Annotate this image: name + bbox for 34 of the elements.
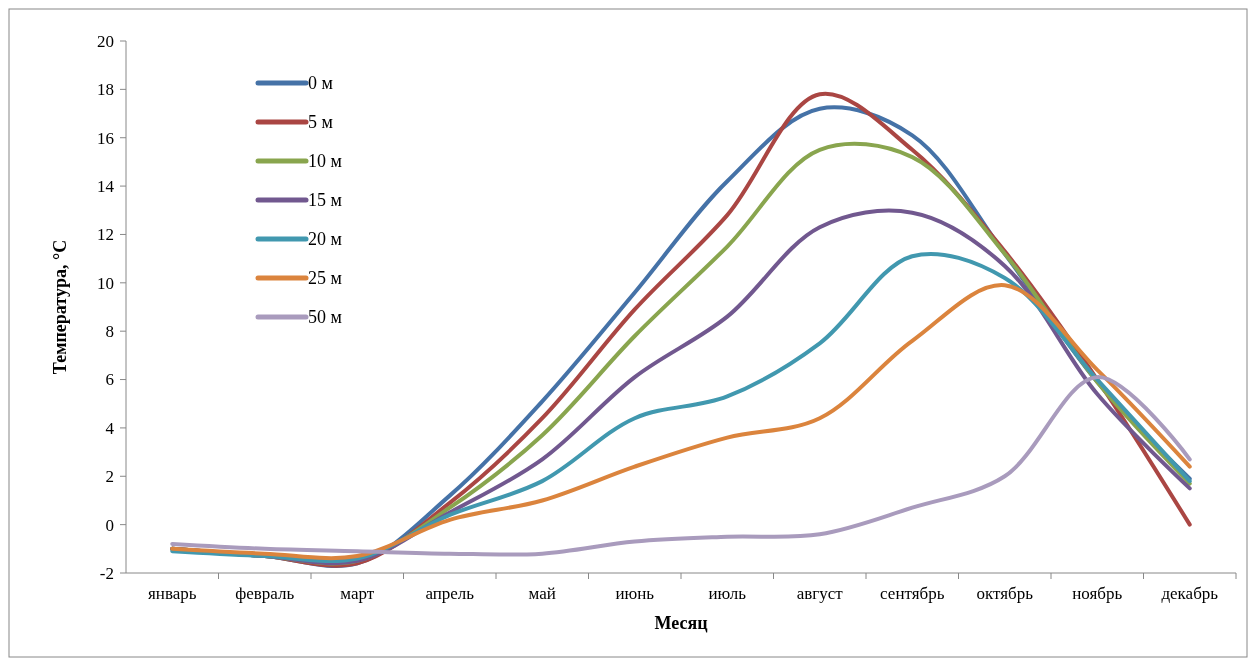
x-tick-label: октябрь — [976, 584, 1034, 603]
x-tick-label: декабрь — [1161, 584, 1219, 603]
y-tick-label: 16 — [97, 128, 114, 148]
legend-label: 0 м — [308, 73, 333, 94]
y-axis-title: Температура, °С — [50, 239, 70, 375]
x-tick-label: июнь — [615, 584, 655, 603]
y-tick-label: 14 — [97, 177, 115, 197]
x-axis-title: Месяц — [654, 613, 709, 633]
x-tick-label: июль — [708, 584, 747, 603]
y-tick-label: 0 — [105, 515, 114, 535]
legend-label: 10 м — [308, 151, 342, 172]
y-tick-label: -2 — [99, 563, 114, 583]
x-tick-label: сентябрь — [880, 584, 945, 603]
legend-label: 15 м — [308, 190, 342, 211]
y-tick-label: 12 — [97, 225, 114, 245]
y-tick-label: 6 — [105, 370, 114, 390]
y-tick-label: 18 — [97, 80, 114, 100]
x-tick-label: февраль — [235, 584, 295, 603]
y-tick-label: 4 — [105, 418, 115, 438]
legend-label: 50 м — [308, 307, 342, 328]
y-tick-label: 10 — [97, 273, 114, 293]
x-tick-label: август — [796, 584, 844, 603]
x-tick-label: апрель — [425, 584, 475, 603]
y-tick-label: 2 — [105, 467, 114, 487]
y-tick-label: 8 — [105, 322, 114, 342]
y-tick-label: 20 — [97, 31, 114, 51]
x-tick-label: январь — [147, 584, 197, 603]
legend-label: 20 м — [308, 229, 342, 250]
line-series — [170, 375, 1192, 557]
x-tick-label: март — [340, 584, 375, 603]
legend-label: 25 м — [308, 268, 342, 289]
x-tick-label: май — [528, 584, 556, 603]
legend-label: 5 м — [308, 112, 333, 133]
x-tick-label: ноябрь — [1072, 584, 1123, 603]
